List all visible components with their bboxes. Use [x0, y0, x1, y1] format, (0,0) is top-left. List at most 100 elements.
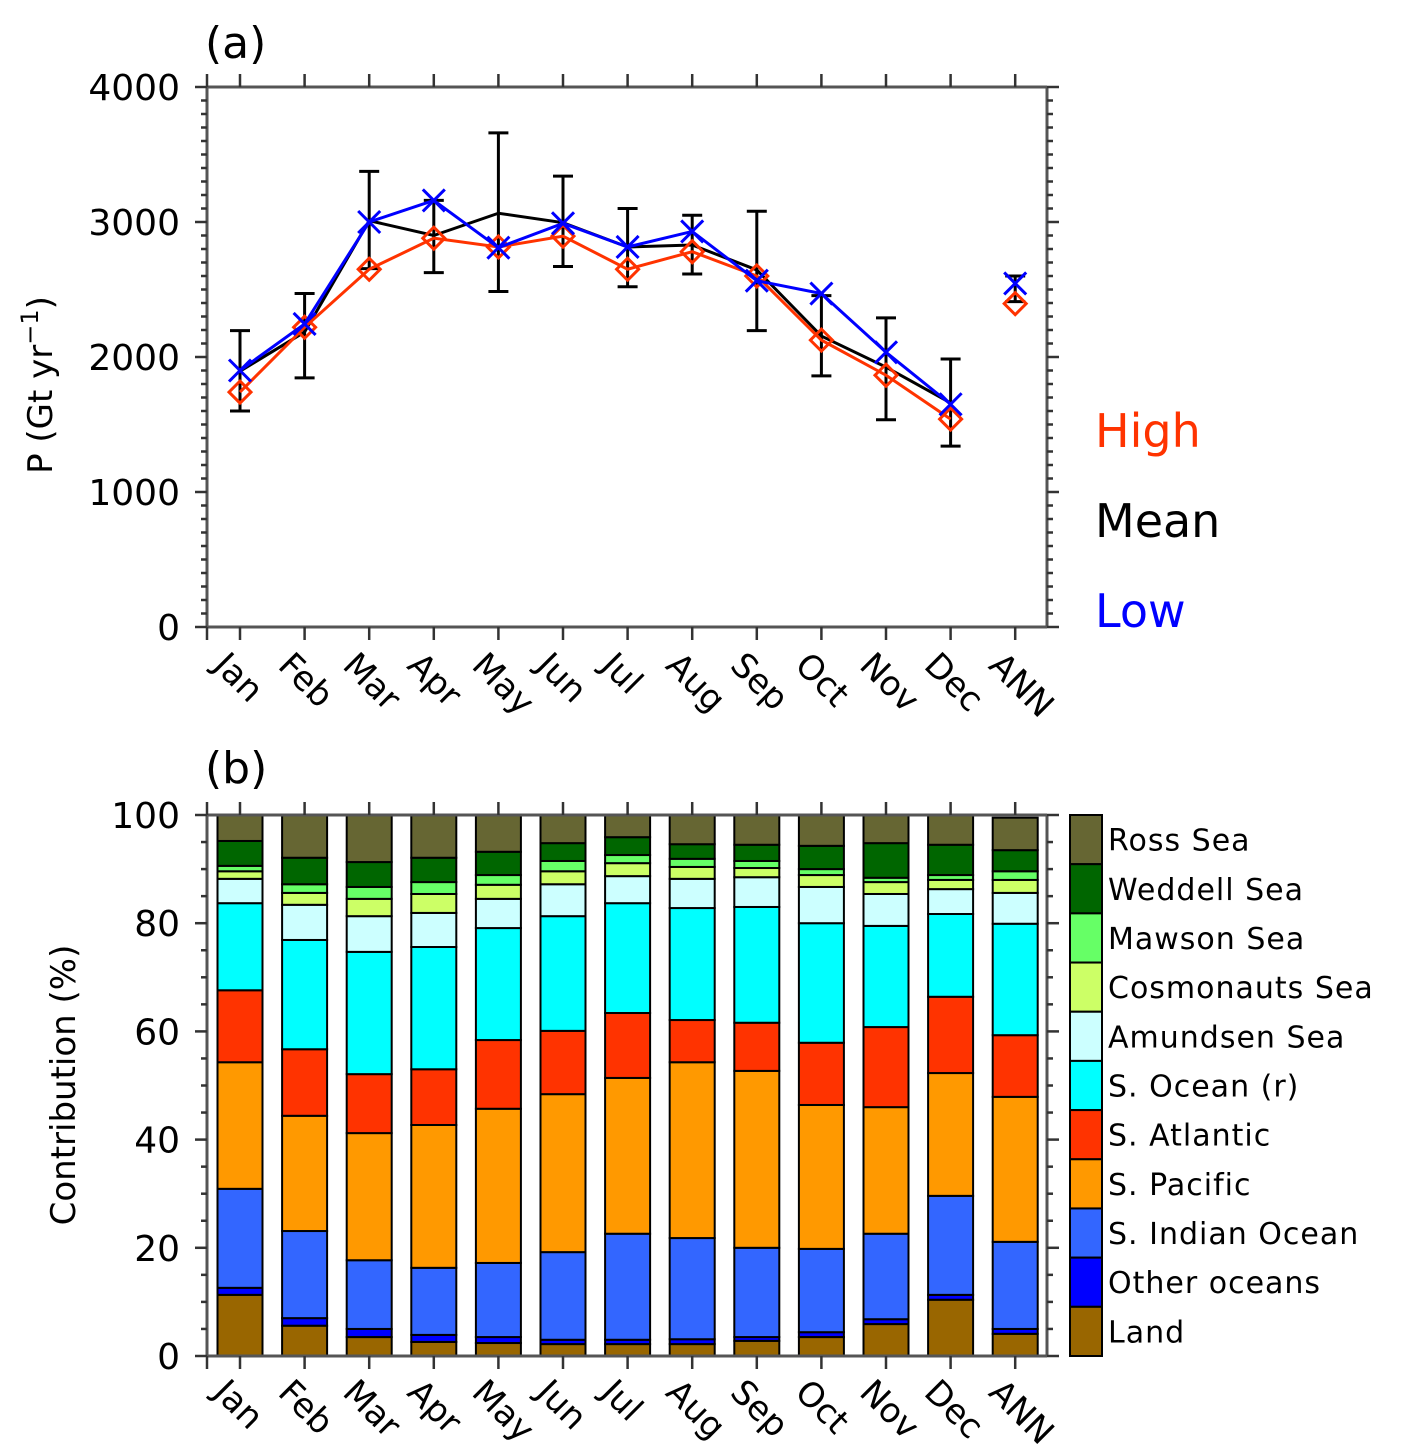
x-tick-label: Jul [592, 1371, 651, 1430]
bar-segment-s-ocean-r [604, 902, 652, 1015]
legend-swatch-s-indian-ocean [1069, 1207, 1103, 1259]
x-tick-label: Jun [527, 1371, 594, 1438]
data-point-diamond [872, 362, 900, 389]
legend-label-cosmonauts-sea: Cosmonauts Sea [1108, 971, 1374, 1006]
legend-swatch-cosmonauts-sea [1069, 961, 1103, 1013]
bar-segment-s-indian-ocean [604, 1232, 652, 1341]
bar-segment-land [474, 1342, 522, 1357]
bar-segment-land [345, 1336, 393, 1357]
data-point-x [486, 235, 511, 260]
data-point-diamond [937, 405, 964, 433]
bar-segment-mawson-sea [733, 859, 781, 870]
bar-segment-s-pacific [862, 1106, 910, 1235]
bar-segment-weddell-sea [410, 856, 458, 884]
x-tick-label: Jan [204, 644, 271, 711]
bar-segment-s-pacific [927, 1072, 975, 1197]
x-tick-label: Dec [916, 1372, 991, 1447]
bar-segment-other-oceans [216, 1286, 264, 1296]
x-marker-stroke [486, 235, 511, 260]
bar-segment-weddell-sea [668, 843, 716, 860]
bar-segment-ross-sea [927, 814, 975, 846]
data-point-x [938, 392, 963, 417]
data-point-x [421, 188, 446, 213]
bar-segment-s-atlantic [991, 1034, 1039, 1098]
x-tick-label: May [464, 1372, 542, 1450]
legend-label-land: Land [1108, 1315, 1185, 1350]
x-tick-label: Mar [335, 1372, 409, 1446]
data-point-x [1003, 271, 1028, 296]
bar-segment-weddell-sea [733, 843, 781, 862]
bar-segment-mawson-sea [539, 859, 587, 873]
bar-segment-weddell-sea [797, 844, 845, 871]
bar-segment-s-ocean-r [991, 922, 1039, 1037]
x-tick-label: Jul [592, 644, 651, 703]
bar-segment-cosmonauts-sea [410, 892, 458, 914]
bar-segment-s-indian-ocean [410, 1266, 458, 1336]
bar-segment-land [862, 1323, 910, 1358]
bar-segment-cosmonauts-sea [281, 891, 329, 906]
bar-segment-ross-sea [216, 814, 264, 842]
x-marker-stroke [550, 211, 576, 236]
legend-swatch-other-oceans [1069, 1256, 1103, 1308]
bar-segment-land [604, 1343, 652, 1358]
bar-segment-s-pacific [797, 1103, 845, 1250]
bar-segment-s-indian-ocean [345, 1259, 393, 1330]
bar-segment-weddell-sea [216, 839, 264, 867]
bar-segment-land [410, 1340, 458, 1357]
bar-segment-s-atlantic [216, 989, 264, 1064]
legend-label-s-atlantic: S. Atlantic [1108, 1119, 1271, 1154]
data-point-diamond [808, 327, 835, 354]
bar-segment-weddell-sea [345, 861, 393, 888]
data-point-diamond [356, 256, 383, 283]
legend-swatch-mawson-sea [1069, 912, 1103, 964]
bar-segment-s-atlantic [862, 1026, 910, 1109]
x-tick-label: Aug [658, 1372, 733, 1447]
data-point-x [227, 358, 253, 383]
stacked-bar-nov [862, 814, 910, 1358]
stacked-bar-ann [991, 816, 1039, 1357]
bar-segment-land [797, 1336, 845, 1357]
bar-segment-other-oceans [410, 1333, 458, 1343]
bar-segment-s-pacific [345, 1132, 393, 1262]
x-marker-stroke [292, 311, 317, 336]
panel-b-y-tick-labels: 0 20 40 60 80 100 [111, 796, 180, 1378]
panel-a-axes [195, 74, 1059, 640]
legend-swatch-weddell-sea [1069, 863, 1103, 915]
bar-segment-s-indian-ocean [539, 1251, 587, 1341]
y-axis-title-close: ) [21, 296, 61, 309]
data-point-diamond [679, 238, 706, 265]
bar-segment-s-pacific [991, 1095, 1039, 1243]
data-point-x [873, 340, 899, 365]
bar-segment-weddell-sea [539, 842, 587, 862]
bar-segment-s-pacific [216, 1061, 264, 1190]
bar-segment-ross-sea [668, 814, 716, 846]
bar-segment-cosmonauts-sea [927, 878, 975, 891]
stacked-bar-jun [539, 814, 587, 1358]
bar-segment-weddell-sea [991, 849, 1039, 873]
bar-segment-s-ocean-r [345, 950, 393, 1076]
legend-label-s-pacific: S. Pacific [1108, 1168, 1251, 1203]
bar-segment-s-atlantic [733, 1021, 781, 1072]
y-tick-label: 40 [134, 1121, 180, 1162]
y-tick-label: 2000 [88, 338, 180, 379]
bar-segment-other-oceans [281, 1317, 329, 1327]
bar-segment-s-atlantic [281, 1048, 329, 1117]
panel-a-label: (a) [205, 18, 266, 69]
bar-segment-land [991, 1332, 1039, 1357]
legend-swatch-ross-sea [1069, 814, 1103, 866]
panel-a-line-chart: (a) P (Gt yr−1) 0 1000 2000 3000 4000 Jan Feb… [16, 18, 1220, 726]
x-tick-label: ANN [981, 645, 1062, 726]
data-point-x [744, 268, 769, 293]
bar-segment-s-ocean-r [733, 905, 781, 1024]
x-tick-label: Sep [722, 1372, 796, 1446]
legend-low: Low [1095, 584, 1186, 638]
bar-segment-s-atlantic [345, 1073, 393, 1135]
bar-segment-s-atlantic [927, 995, 975, 1075]
panel-a-y-axis-title: P (Gt yr−1) [16, 296, 61, 474]
bar-segment-land [539, 1343, 587, 1358]
x-marker-stroke [357, 209, 382, 235]
y-axis-title-main: P (Gt yr [21, 345, 61, 474]
bar-segment-s-ocean-r [216, 902, 264, 992]
x-tick-label: Jan [204, 1371, 271, 1438]
